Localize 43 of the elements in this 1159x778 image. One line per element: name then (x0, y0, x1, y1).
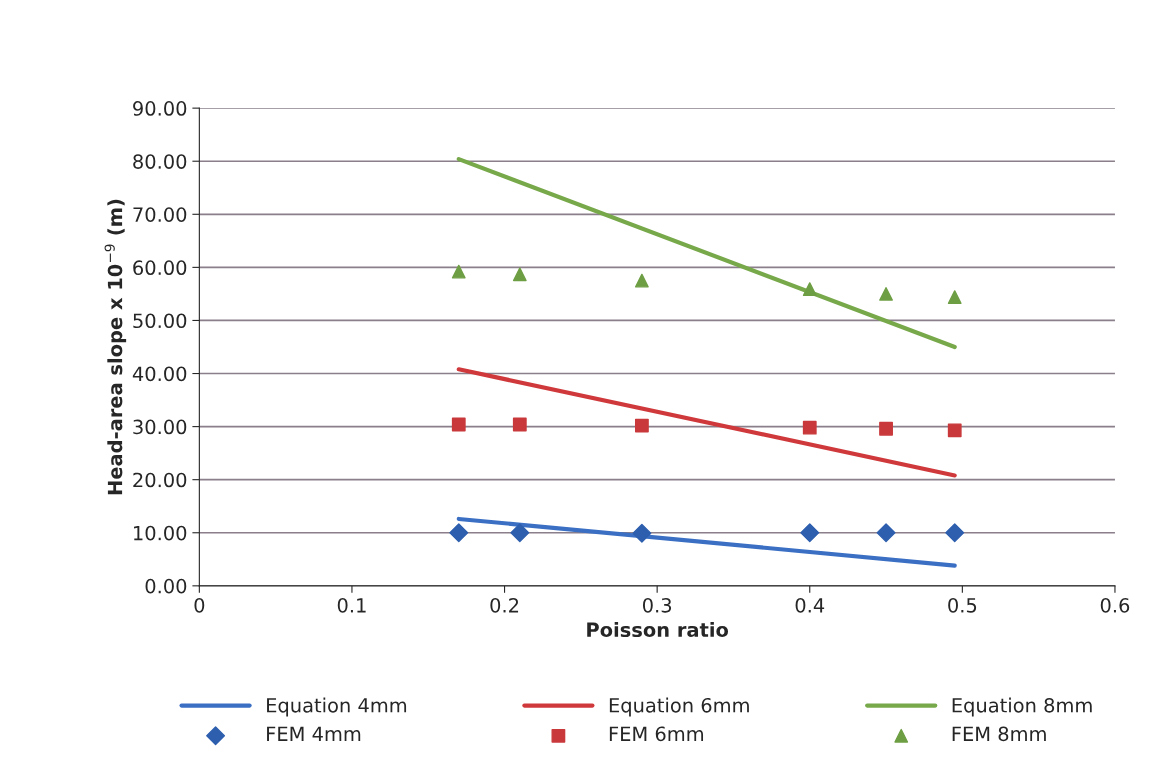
point (512, 417, 527, 432)
point (802, 282, 817, 297)
point (947, 290, 962, 305)
y-tick-label: 50.00 (133, 313, 187, 329)
y-tick-label: 10.00 (134, 525, 187, 541)
y-tick-label: 70.00 (133, 207, 187, 222)
x-tick-label: 0.1 (337, 597, 366, 613)
y-tick-label: 60.00 (133, 260, 187, 276)
y-tick-label: 30.00 (133, 419, 187, 435)
point (879, 287, 893, 301)
x-tick-label: 0.2 (490, 597, 519, 613)
point (802, 420, 817, 435)
point (876, 523, 896, 543)
x-tick-label: 0.6 (1100, 597, 1130, 613)
y-tick-label: 20.00 (133, 472, 187, 488)
point (879, 421, 893, 436)
legend-label: FEM 4mm (267, 726, 361, 741)
point (800, 523, 820, 543)
point (945, 523, 965, 543)
point (510, 523, 530, 543)
x-tick-label: 0 (194, 597, 205, 613)
legend-label: FEM 8mm (952, 726, 1046, 742)
y-tick-label: 0.00 (145, 578, 187, 594)
point (632, 523, 652, 543)
point (947, 423, 962, 438)
x-tick-label: 0.3 (642, 597, 672, 613)
point (449, 523, 469, 543)
y-tick-label: 90.00 (133, 101, 187, 116)
x-axis-title: Poisson ratio (587, 622, 729, 638)
x-tick-label: 0.5 (948, 597, 977, 613)
point (451, 264, 466, 279)
legend-label: Equation 8mm (952, 697, 1092, 717)
y-tick-label: 80.00 (133, 154, 187, 169)
legend-label: FEM 6mm (609, 726, 704, 742)
point (634, 418, 649, 433)
y-tick-label: 40.00 (132, 366, 187, 382)
point (512, 267, 527, 282)
point (451, 417, 466, 432)
y-axis-title: Head-area slope x 10$^{−9}$ (m) (104, 199, 127, 495)
legend-label: Equation 6mm (609, 697, 749, 717)
x-tick-label: 0.4 (795, 597, 825, 613)
point (634, 273, 649, 288)
legend-label: Equation 4mm (267, 697, 407, 717)
